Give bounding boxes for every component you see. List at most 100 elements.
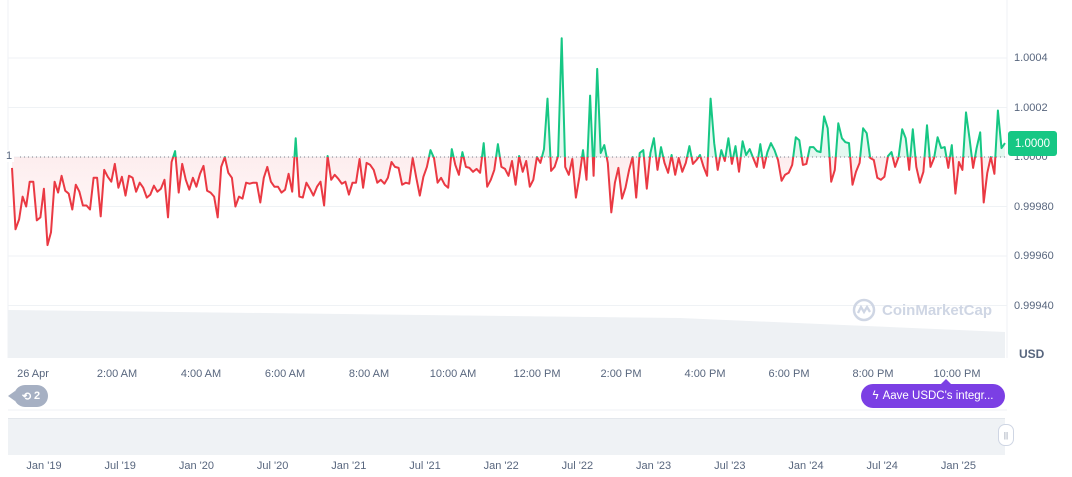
- data-point[interactable]: [954, 192, 957, 195]
- data-point[interactable]: [592, 174, 595, 177]
- data-point[interactable]: [418, 194, 421, 197]
- data-point[interactable]: [53, 180, 56, 183]
- data-point[interactable]: [365, 161, 368, 164]
- data-point[interactable]: [340, 182, 343, 185]
- data-point[interactable]: [170, 160, 173, 163]
- data-point[interactable]: [730, 162, 733, 165]
- data-point[interactable]: [315, 185, 318, 188]
- data-point[interactable]: [482, 142, 485, 145]
- data-point[interactable]: [156, 190, 159, 193]
- data-point[interactable]: [780, 179, 783, 182]
- data-point[interactable]: [741, 140, 744, 143]
- data-point[interactable]: [447, 186, 450, 189]
- data-point[interactable]: [433, 156, 436, 159]
- data-point[interactable]: [659, 146, 662, 149]
- data-point[interactable]: [709, 97, 712, 100]
- data-point[interactable]: [777, 158, 780, 161]
- data-point[interactable]: [202, 164, 205, 167]
- data-point[interactable]: [464, 165, 467, 168]
- data-point[interactable]: [177, 191, 180, 194]
- data-point[interactable]: [723, 159, 726, 162]
- data-point[interactable]: [667, 171, 670, 174]
- data-point[interactable]: [787, 171, 790, 174]
- data-point[interactable]: [99, 215, 102, 218]
- data-point[interactable]: [195, 185, 198, 188]
- data-point[interactable]: [227, 171, 230, 174]
- data-point[interactable]: [475, 167, 478, 170]
- data-point[interactable]: [699, 154, 702, 157]
- data-point[interactable]: [347, 193, 350, 196]
- data-point[interactable]: [847, 142, 850, 145]
- data-point[interactable]: [936, 136, 939, 139]
- data-point[interactable]: [826, 127, 829, 130]
- data-point[interactable]: [245, 181, 248, 184]
- data-point[interactable]: [858, 161, 861, 164]
- data-point[interactable]: [521, 170, 524, 173]
- data-point[interactable]: [379, 178, 382, 181]
- data-point[interactable]: [713, 142, 716, 145]
- data-point[interactable]: [163, 178, 166, 181]
- data-point[interactable]: [635, 196, 638, 199]
- data-point[interactable]: [918, 181, 921, 184]
- data-point[interactable]: [493, 168, 496, 171]
- data-point[interactable]: [486, 185, 489, 188]
- data-point[interactable]: [691, 162, 694, 165]
- data-point[interactable]: [404, 181, 407, 184]
- data-point[interactable]: [720, 149, 723, 152]
- data-point[interactable]: [237, 195, 240, 198]
- data-point[interactable]: [411, 156, 414, 159]
- data-point[interactable]: [500, 165, 503, 168]
- data-point[interactable]: [174, 150, 177, 153]
- data-point[interactable]: [649, 152, 652, 155]
- data-point[interactable]: [35, 219, 38, 222]
- data-point[interactable]: [972, 166, 975, 169]
- data-point[interactable]: [262, 176, 265, 179]
- data-point[interactable]: [11, 166, 14, 169]
- data-point[interactable]: [351, 181, 354, 184]
- data-point[interactable]: [695, 158, 698, 161]
- data-point[interactable]: [188, 188, 191, 191]
- data-point[interactable]: [727, 137, 730, 140]
- data-point[interactable]: [759, 143, 762, 146]
- data-point[interactable]: [450, 148, 453, 151]
- data-point[interactable]: [159, 187, 162, 190]
- data-point[interactable]: [337, 177, 340, 180]
- data-point[interactable]: [571, 157, 574, 160]
- data-point[interactable]: [578, 175, 581, 178]
- data-point[interactable]: [716, 168, 719, 171]
- data-point[interactable]: [266, 165, 269, 168]
- data-point[interactable]: [220, 165, 223, 168]
- data-point[interactable]: [149, 193, 152, 196]
- data-point[interactable]: [312, 194, 315, 197]
- data-point[interactable]: [25, 205, 28, 208]
- data-point[interactable]: [752, 156, 755, 159]
- data-point[interactable]: [769, 142, 772, 145]
- data-point[interactable]: [684, 161, 687, 164]
- data-point[interactable]: [252, 181, 255, 184]
- data-point[interactable]: [142, 186, 145, 189]
- data-point[interactable]: [550, 169, 553, 172]
- data-point[interactable]: [915, 165, 918, 168]
- data-point[interactable]: [124, 194, 127, 197]
- data-point[interactable]: [181, 162, 184, 165]
- data-point[interactable]: [18, 218, 21, 221]
- navigator-handle[interactable]: ||: [998, 424, 1014, 446]
- data-point[interactable]: [823, 115, 826, 118]
- data-point[interactable]: [851, 183, 854, 186]
- data-point[interactable]: [394, 165, 397, 168]
- data-point[interactable]: [489, 178, 492, 181]
- data-point[interactable]: [755, 165, 758, 168]
- data-point[interactable]: [128, 174, 131, 177]
- data-point[interactable]: [947, 166, 950, 169]
- data-point[interactable]: [397, 166, 400, 169]
- data-point[interactable]: [198, 172, 201, 175]
- range-navigator[interactable]: [8, 418, 1005, 455]
- data-point[interactable]: [855, 170, 858, 173]
- data-point[interactable]: [766, 151, 769, 154]
- data-point[interactable]: [138, 181, 141, 184]
- data-point[interactable]: [42, 187, 45, 190]
- data-point[interactable]: [390, 160, 393, 163]
- data-point[interactable]: [362, 186, 365, 189]
- data-point[interactable]: [255, 181, 258, 184]
- data-point[interactable]: [606, 161, 609, 164]
